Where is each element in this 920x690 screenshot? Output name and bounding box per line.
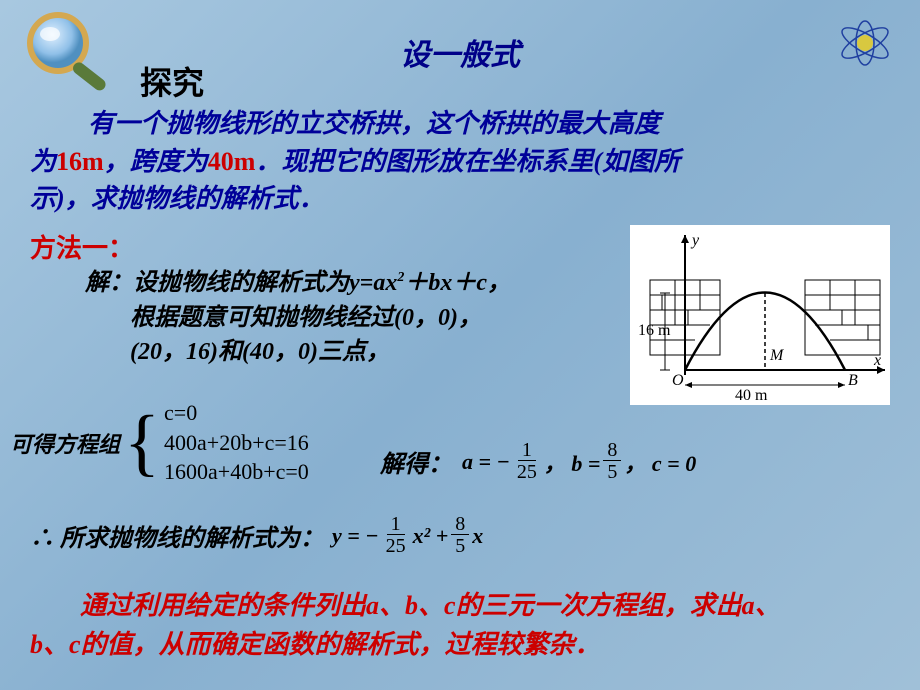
solution-setup: 解：设抛物线的解析式为y=ax2＋bx＋c，: [85, 262, 511, 297]
eq3: 1600a+40b+c=0: [164, 457, 309, 487]
concl-y: y = −: [332, 523, 379, 549]
conclusion: ∴ 所求抛物线的解析式为： y = − 125 x² + 85 x: [30, 514, 483, 557]
a-den: 25: [513, 461, 541, 483]
problem-line3: 示)，求抛物线的解析式．: [30, 184, 325, 213]
problem-line1: 有一个抛物线形的立交桥拱，这个桥拱的最大高度: [88, 109, 660, 138]
a-eq: a = −: [462, 449, 510, 475]
c-eq: ， c = 0: [624, 446, 696, 478]
eq-label: 可得方程组: [10, 427, 120, 459]
b-fraction: 85: [603, 440, 621, 483]
concl-x2: x² +: [413, 523, 449, 549]
sol-comma: ，: [487, 270, 511, 296]
sol2-line2: (20，16)和(40，0)三点，: [130, 339, 390, 365]
eq2: 400a+20b+c=16: [164, 428, 309, 458]
sol-label: 解：设抛物线的解析式为: [85, 270, 349, 296]
solution-points: 根据题意可知抛物线经过(0，0)， (20，16)和(40，0)三点，: [130, 302, 482, 369]
b-den: 5: [603, 461, 621, 483]
page-title: 设一般式: [400, 30, 520, 74]
problem-line2a: 为: [30, 147, 56, 176]
solve-result: 解得： a = − 125 ， b = 85 ， c = 0: [380, 440, 696, 483]
diagram-origin: O: [672, 372, 684, 389]
solve-label: 解得：: [380, 444, 452, 479]
problem-line2b: ，跨度为: [104, 147, 208, 176]
b-eq: ， b =: [544, 446, 601, 478]
sum-abc: a、b、c: [366, 591, 456, 620]
concl-prefix: ∴ 所求抛物线的解析式为：: [30, 518, 324, 553]
magnifier-icon: [20, 8, 120, 98]
sum-1b: 的三元一次方程组，求出: [456, 591, 742, 620]
explore-heading: 探究: [140, 58, 204, 104]
a-fraction: 125: [513, 440, 541, 483]
height-value: 16m: [56, 147, 104, 176]
left-brace-icon: {: [124, 405, 160, 480]
f1-den: 25: [382, 535, 410, 557]
sum-1a: 通过利用给定的条件列出: [80, 591, 366, 620]
span-value: 40m: [208, 147, 256, 176]
formula-suffix: ＋bx＋c: [404, 270, 487, 296]
f2-num: 8: [451, 514, 469, 535]
method-label: 方法一：: [30, 228, 134, 265]
diagram-x: x: [873, 352, 881, 369]
diagram-m: M: [769, 347, 785, 364]
atom-icon: [835, 18, 895, 68]
equation-system: 可得方程组 { c=0 400a+20b+c=16 1600a+40b+c=0: [10, 398, 309, 487]
diagram-b: B: [848, 372, 858, 389]
problem-text: 有一个抛物线形的立交桥拱，这个桥拱的最大高度 为16m，跨度为40m．现把它的图…: [30, 105, 890, 218]
f1: 125: [382, 514, 410, 557]
sum-2b: b、c: [30, 630, 81, 659]
f2: 85: [451, 514, 469, 557]
sol2-line1: 根据题意可知抛物线经过(0，0)，: [130, 305, 482, 331]
f1-num: 1: [387, 514, 405, 535]
a-num: 1: [518, 440, 536, 461]
summary-text: 通过利用给定的条件列出a、b、c的三元一次方程组，求出a、 b、c的值，从而确定…: [30, 586, 890, 664]
formula-prefix: y=ax: [349, 270, 397, 296]
sum-2c: 的值，从而确定函数的解析式，过程较繁杂．: [81, 630, 601, 659]
b-num: 8: [603, 440, 621, 461]
bridge-diagram: 16 m 40 m O M B y x: [630, 225, 890, 405]
f2-den: 5: [451, 535, 469, 557]
diagram-height-label: 16 m: [638, 322, 671, 339]
problem-line2c: ．现把它的图形放在坐标系里(如图所: [255, 147, 680, 176]
concl-x: x: [472, 523, 483, 549]
diagram-width-label: 40 m: [735, 387, 768, 404]
sum-2a: a、: [742, 591, 781, 620]
diagram-y: y: [690, 232, 700, 249]
eq1: c=0: [164, 398, 309, 428]
